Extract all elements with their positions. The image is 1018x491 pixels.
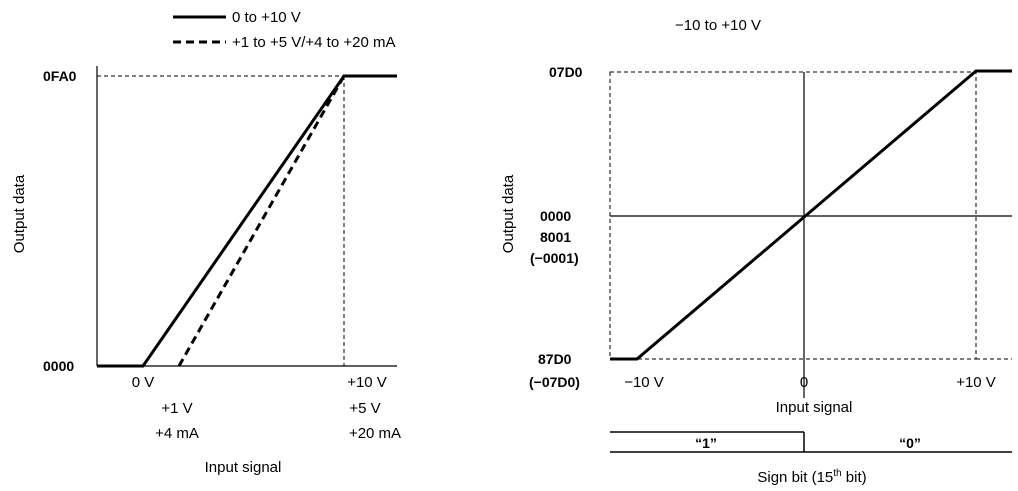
left-x-tick-1v: +1 V <box>161 400 192 417</box>
right-series-line <box>610 69 1012 361</box>
right-y-tick-bottom-paren: (−07D0) <box>529 374 580 390</box>
left-chart: 0 to +10 V +1 to +5 V/+4 to +20 mA 0FA0 … <box>11 9 401 476</box>
sign-bit-caption-sup: th <box>833 468 841 479</box>
right-y-tick-zero: 0000 <box>540 208 571 224</box>
left-x-tick-20ma: +20 mA <box>349 425 401 442</box>
sign-bit-zero-label: “0” <box>899 435 921 451</box>
sign-bit-one-label: “1” <box>695 435 717 451</box>
left-x-tick-0v: 0 V <box>132 374 155 391</box>
right-y-tick-neg-one-paren: (−0001) <box>530 250 579 266</box>
left-x-tick-4ma: +4 mA <box>155 425 199 442</box>
right-y-tick-top: 07D0 <box>549 64 583 80</box>
right-y-tick-bottom: 87D0 <box>538 351 572 367</box>
left-x-axis-title: Input signal <box>205 459 282 476</box>
right-chart-title: −10 to +10 V <box>675 17 761 34</box>
sign-bit-caption: Sign bit (15th bit) <box>757 468 866 486</box>
sign-bit-caption-main: Sign bit (15 <box>757 469 833 486</box>
left-solid-series-line <box>97 74 397 368</box>
right-y-axis-title: Output data <box>500 174 517 253</box>
legend-solid-label: 0 to +10 V <box>232 9 301 26</box>
sign-bit-caption-tail: bit) <box>842 469 867 486</box>
left-y-tick-top: 0FA0 <box>43 68 77 84</box>
right-chart: −10 to +10 V Output data 07D0 0000 8001 … <box>500 17 1012 486</box>
left-x-tick-5v: +5 V <box>349 400 380 417</box>
right-x-tick-pos10v: +10 V <box>956 374 996 391</box>
right-x-tick-neg10v: −10 V <box>624 374 664 391</box>
legend-dashed-label: +1 to +5 V/+4 to +20 mA <box>232 34 395 51</box>
left-y-tick-bottom: 0000 <box>43 358 74 374</box>
right-x-axis-title: Input signal <box>776 399 853 416</box>
left-x-tick-10v: +10 V <box>347 374 387 391</box>
right-y-tick-neg-one: 8001 <box>540 229 571 245</box>
left-y-axis-title: Output data <box>11 174 28 253</box>
left-dashed-series-line <box>177 75 346 367</box>
right-x-tick-zero: 0 <box>800 374 808 391</box>
